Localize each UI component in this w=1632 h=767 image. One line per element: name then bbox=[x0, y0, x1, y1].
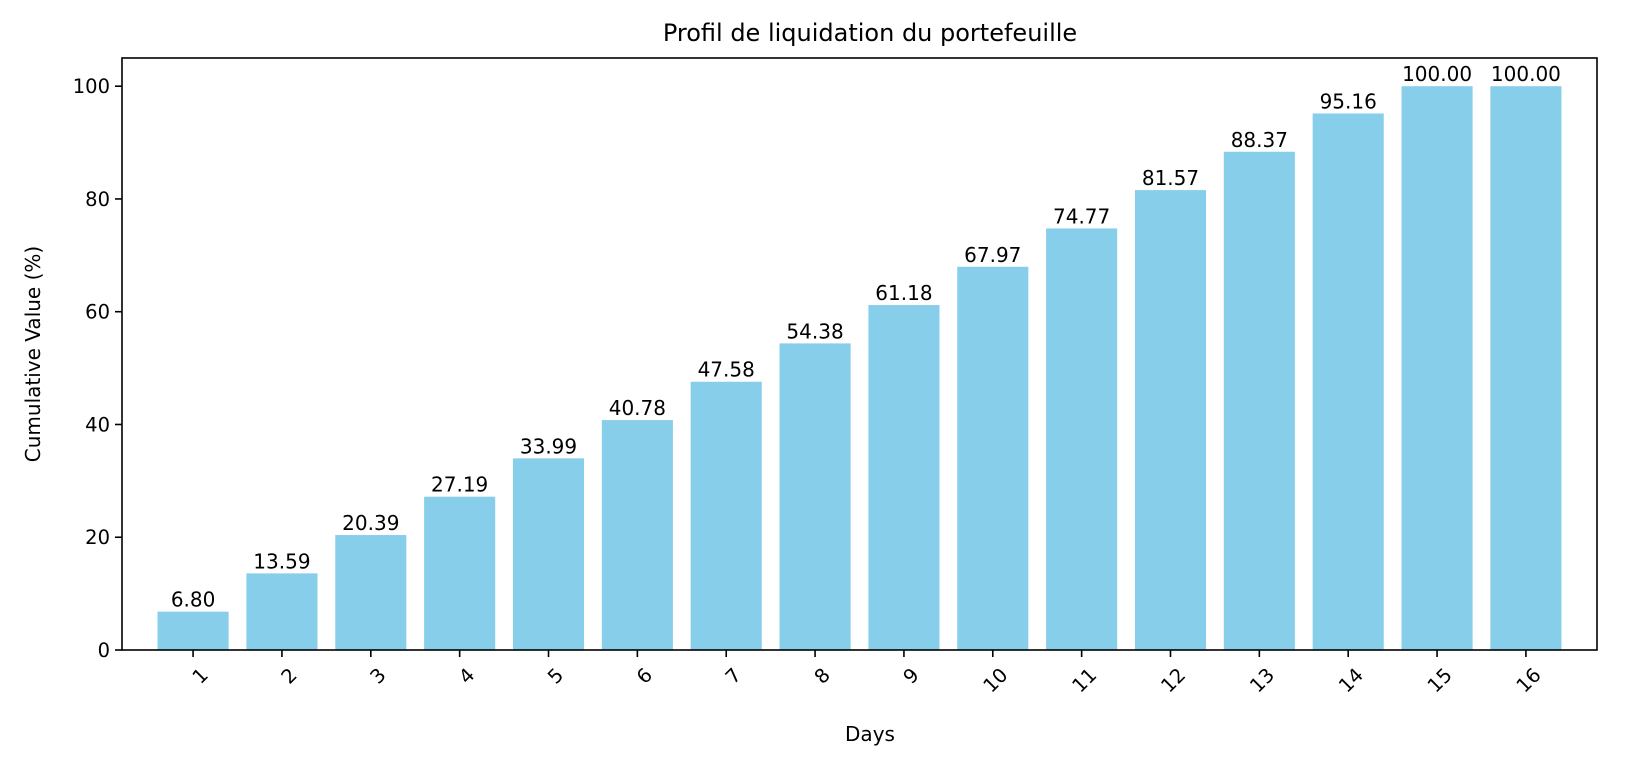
bar-day-8 bbox=[779, 343, 851, 650]
x-tick-label-4: 4 bbox=[454, 663, 479, 688]
bar-day-3 bbox=[335, 535, 407, 650]
x-tick-label-9: 9 bbox=[899, 663, 924, 688]
x-tick-label-1: 1 bbox=[188, 663, 213, 688]
data-label-day-1: 6.80 bbox=[171, 588, 216, 612]
x-tick-label-7: 7 bbox=[721, 663, 746, 688]
bars-group bbox=[157, 86, 1562, 651]
plot-frame bbox=[121, 57, 1598, 651]
x-axis-label: Days bbox=[845, 722, 895, 746]
y-tick-label-100: 100 bbox=[73, 75, 110, 98]
data-label-day-14: 95.16 bbox=[1320, 89, 1377, 113]
x-tick-label-8: 8 bbox=[810, 663, 835, 688]
y-tick-label-0: 0 bbox=[98, 639, 110, 662]
bar-day-13 bbox=[1223, 151, 1295, 650]
data-label-day-4: 27.19 bbox=[431, 473, 488, 497]
x-tick-label-13: 13 bbox=[1245, 663, 1279, 697]
x-axis: 1 2 3 4 5 6 7 8 9 10 11 12 13 14 15 16 bbox=[188, 650, 1546, 697]
data-label-day-8: 54.38 bbox=[786, 319, 843, 343]
data-label-day-12: 81.57 bbox=[1142, 166, 1199, 190]
x-tick-label-2: 2 bbox=[277, 663, 302, 688]
data-label-day-16: 100.00 bbox=[1491, 62, 1561, 86]
x-tick-label-11: 11 bbox=[1068, 663, 1102, 697]
bar-day-9 bbox=[868, 305, 940, 650]
data-label-day-13: 88.37 bbox=[1231, 128, 1288, 152]
x-tick-label-14: 14 bbox=[1334, 663, 1368, 697]
data-label-day-7: 47.58 bbox=[698, 358, 755, 382]
bar-day-1 bbox=[157, 611, 229, 650]
data-label-day-6: 40.78 bbox=[609, 396, 666, 420]
y-axis-label: Cumulative Value (%) bbox=[21, 246, 45, 462]
data-label-day-11: 74.77 bbox=[1053, 204, 1110, 228]
data-labels-group: 6.80 13.59 20.39 27.19 33.99 40.78 47.58 54.38 6… bbox=[171, 62, 1561, 611]
bar-day-10 bbox=[957, 266, 1029, 650]
data-label-day-15: 100.00 bbox=[1402, 62, 1472, 86]
bar-day-6 bbox=[601, 420, 673, 650]
bar-day-15 bbox=[1401, 86, 1473, 650]
bar-day-16 bbox=[1490, 86, 1562, 650]
bar-day-4 bbox=[424, 496, 496, 650]
bar-day-12 bbox=[1134, 190, 1207, 650]
y-tick-label-40: 40 bbox=[85, 413, 110, 436]
bar-day-7 bbox=[690, 381, 762, 650]
chart-title: Profil de liquidation du portefeuille bbox=[663, 19, 1077, 47]
y-tick-label-80: 80 bbox=[85, 188, 110, 211]
data-label-day-9: 61.18 bbox=[875, 281, 932, 305]
bar-day-14 bbox=[1312, 113, 1384, 651]
data-label-day-2: 13.59 bbox=[253, 549, 310, 573]
data-label-day-5: 33.99 bbox=[520, 434, 577, 458]
y-axis: 0 20 40 60 80 100 bbox=[73, 75, 122, 662]
x-tick-label-6: 6 bbox=[632, 663, 657, 688]
x-tick-label-10: 10 bbox=[979, 663, 1013, 697]
y-tick-label-20: 20 bbox=[85, 526, 110, 549]
x-tick-label-5: 5 bbox=[543, 663, 568, 688]
x-tick-label-12: 12 bbox=[1156, 663, 1190, 697]
x-tick-label-16: 16 bbox=[1512, 663, 1546, 697]
data-label-day-10: 67.97 bbox=[964, 243, 1021, 267]
data-label-day-3: 20.39 bbox=[342, 511, 399, 535]
x-tick-label-15: 15 bbox=[1423, 663, 1457, 697]
bar-day-5 bbox=[512, 458, 585, 650]
y-tick-label-60: 60 bbox=[85, 301, 110, 324]
x-tick-label-3: 3 bbox=[365, 663, 390, 688]
bar-day-11 bbox=[1046, 228, 1118, 650]
bar-day-2 bbox=[246, 573, 318, 650]
